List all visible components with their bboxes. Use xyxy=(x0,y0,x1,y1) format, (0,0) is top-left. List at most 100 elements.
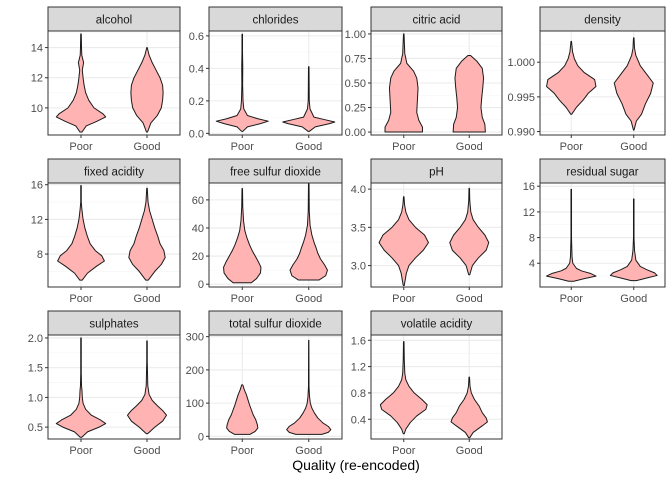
panel-border-volatile-acidity xyxy=(370,334,503,440)
x-axis-title: Quality (re-encoded) xyxy=(292,457,420,473)
y-tick-label: 0.5 xyxy=(28,422,43,434)
violin-free-sulfur-dioxide-poor xyxy=(223,188,262,284)
y-tick-label: 1.000 xyxy=(507,57,535,69)
strip-title-residual-sugar: residual sugar xyxy=(566,167,638,179)
violin-residual-sugar-poor xyxy=(546,188,597,282)
violin-citric-acid-poor xyxy=(384,33,423,133)
y-tick-label: 0.6 xyxy=(189,31,204,43)
facet-chlorides: chlorides 0.0 0.2 0.4 0.6 Poor Good xyxy=(189,6,343,153)
strip-density xyxy=(539,6,666,32)
x-tick-label: Poor xyxy=(560,141,584,153)
x-tick-label: Good xyxy=(134,141,161,153)
panel-border-chlorides xyxy=(208,30,343,136)
y-tick-label: 0.2 xyxy=(189,96,204,108)
x-tick-label: Poor xyxy=(231,293,255,305)
y-tick-label: 1.5 xyxy=(28,363,43,375)
x-tick-label: Good xyxy=(295,445,322,457)
strip-total-sulfur-dioxide xyxy=(208,310,343,336)
y-tick-label: 0.4 xyxy=(351,414,366,426)
strip-title-free-sulfur-dioxide: free sulfur dioxide xyxy=(230,167,321,179)
strip-title-alcohol: alcohol xyxy=(96,15,132,27)
y-tick-label: 0 xyxy=(198,431,204,443)
x-tick-label: Good xyxy=(134,445,161,457)
y-tick-label: 40 xyxy=(192,223,204,235)
x-tick-label: Poor xyxy=(231,445,255,457)
y-tick-label: 1.0 xyxy=(28,392,43,404)
x-tick-label: Good xyxy=(456,445,483,457)
y-tick-label: 300 xyxy=(186,332,204,344)
strip-title-fixed-acidity: fixed acidity xyxy=(84,167,144,179)
y-tick-label: 0.990 xyxy=(507,127,535,139)
panel-border-fixed-acidity xyxy=(47,182,181,288)
y-tick-label: 4 xyxy=(529,258,535,270)
violin-total-sulfur-dioxide-poor xyxy=(226,384,259,435)
y-tick-label: 16 xyxy=(31,180,43,192)
violin-sulphates-good xyxy=(127,340,167,435)
violin-alcohol-poor xyxy=(55,33,107,133)
x-tick-label: Poor xyxy=(69,445,93,457)
x-tick-label: Good xyxy=(620,141,647,153)
y-tick-label: 1.6 xyxy=(351,335,366,347)
x-tick-label: Poor xyxy=(392,293,416,305)
strip-title-ph: pH xyxy=(429,167,444,179)
strip-title-total-sulfur-dioxide: total sulfur dioxide xyxy=(229,319,322,331)
panel-border-total-sulfur-dioxide xyxy=(208,334,343,440)
y-tick-label: 0.4 xyxy=(189,63,204,75)
x-tick-label: Poor xyxy=(392,445,416,457)
violin-volatile-acidity-good xyxy=(450,376,488,439)
facet-alcohol: alcohol 10 12 14 Poor Good xyxy=(31,6,181,153)
violin-citric-acid-good xyxy=(452,55,486,133)
y-tick-label: 8 xyxy=(37,249,43,261)
y-tick-label: 10 xyxy=(31,103,43,115)
facet-volatile-acidity: volatile acidity 0.4 0.8 1.2 1.6 Poor Good xyxy=(351,310,503,457)
y-tick-label: 8 xyxy=(529,233,535,245)
x-tick-label: Good xyxy=(456,293,483,305)
y-tick-label: 4.0 xyxy=(351,184,366,196)
strip-title-chlorides: chlorides xyxy=(252,15,298,27)
x-tick-label: Poor xyxy=(392,141,416,153)
y-tick-label: 0 xyxy=(198,279,204,291)
facet-sulphates: sulphates 0.5 1.0 1.5 2.0 Poor Good xyxy=(28,310,181,457)
y-tick-label: 16 xyxy=(523,181,535,193)
facet-fixed-acidity: fixed acidity 8 12 16 Poor Good xyxy=(31,158,181,305)
facet-residual-sugar: residual sugar 4 8 12 16 Poor Good xyxy=(523,158,666,305)
y-tick-label: 0.8 xyxy=(351,388,366,400)
y-tick-label: 0.995 xyxy=(507,92,535,104)
y-tick-label: 1.2 xyxy=(351,362,366,374)
y-tick-label: 0.00 xyxy=(345,127,366,139)
y-tick-label: 12 xyxy=(523,207,535,219)
violin-total-sulfur-dioxide-good xyxy=(286,339,332,435)
facet-citric-acid: citric acid 0.00 0.25 0.50 0.75 1.00 Poor Good xyxy=(345,6,503,153)
violin-density-good xyxy=(613,37,654,131)
strip-title-sulphates: sulphates xyxy=(89,319,138,331)
strip-citric-acid xyxy=(370,6,503,32)
panel-border-free-sulfur-dioxide xyxy=(208,182,343,288)
panel-border-sulphates xyxy=(47,334,181,440)
strip-volatile-acidity xyxy=(370,310,503,336)
strip-ph xyxy=(370,158,503,184)
y-tick-label: 20 xyxy=(192,251,204,263)
facet-ph: pH 3.0 3.5 4.0 Poor Good xyxy=(351,158,503,305)
x-tick-label: Good xyxy=(134,293,161,305)
y-tick-label: 100 xyxy=(186,398,204,410)
violin-ph-good xyxy=(449,187,490,276)
strip-sulphates xyxy=(47,310,181,336)
strip-alcohol xyxy=(47,6,181,32)
y-tick-label: 0.0 xyxy=(189,128,204,140)
y-tick-label: 12 xyxy=(31,73,43,85)
strip-title-citric-acid: citric acid xyxy=(413,15,461,27)
y-tick-label: 0.50 xyxy=(345,78,366,90)
panel-border-ph xyxy=(370,182,503,288)
violin-fixed-acidity-poor xyxy=(57,185,105,281)
x-tick-label: Poor xyxy=(69,293,93,305)
x-tick-label: Poor xyxy=(560,293,584,305)
violin-volatile-acidity-poor xyxy=(379,341,428,435)
x-tick-label: Good xyxy=(295,141,322,153)
facet-free-sulfur-dioxide: free sulfur dioxide 0 20 40 60 Poor Good xyxy=(192,158,343,305)
strip-residual-sugar xyxy=(539,158,666,184)
y-tick-label: 3.0 xyxy=(351,261,366,273)
strip-title-volatile-acidity: volatile acidity xyxy=(401,319,473,331)
y-tick-label: 2.0 xyxy=(28,333,43,345)
x-tick-label: Good xyxy=(620,293,647,305)
